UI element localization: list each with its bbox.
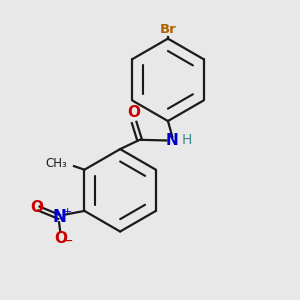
Text: O: O bbox=[128, 104, 141, 119]
Text: N: N bbox=[52, 208, 66, 226]
Text: Br: Br bbox=[160, 22, 176, 36]
Text: CH₃: CH₃ bbox=[46, 157, 68, 169]
Text: +: + bbox=[63, 207, 72, 217]
Text: H: H bbox=[182, 133, 192, 147]
Text: O: O bbox=[54, 231, 67, 246]
Text: N: N bbox=[166, 133, 179, 148]
Text: −: − bbox=[61, 234, 73, 248]
Text: O: O bbox=[30, 200, 43, 215]
